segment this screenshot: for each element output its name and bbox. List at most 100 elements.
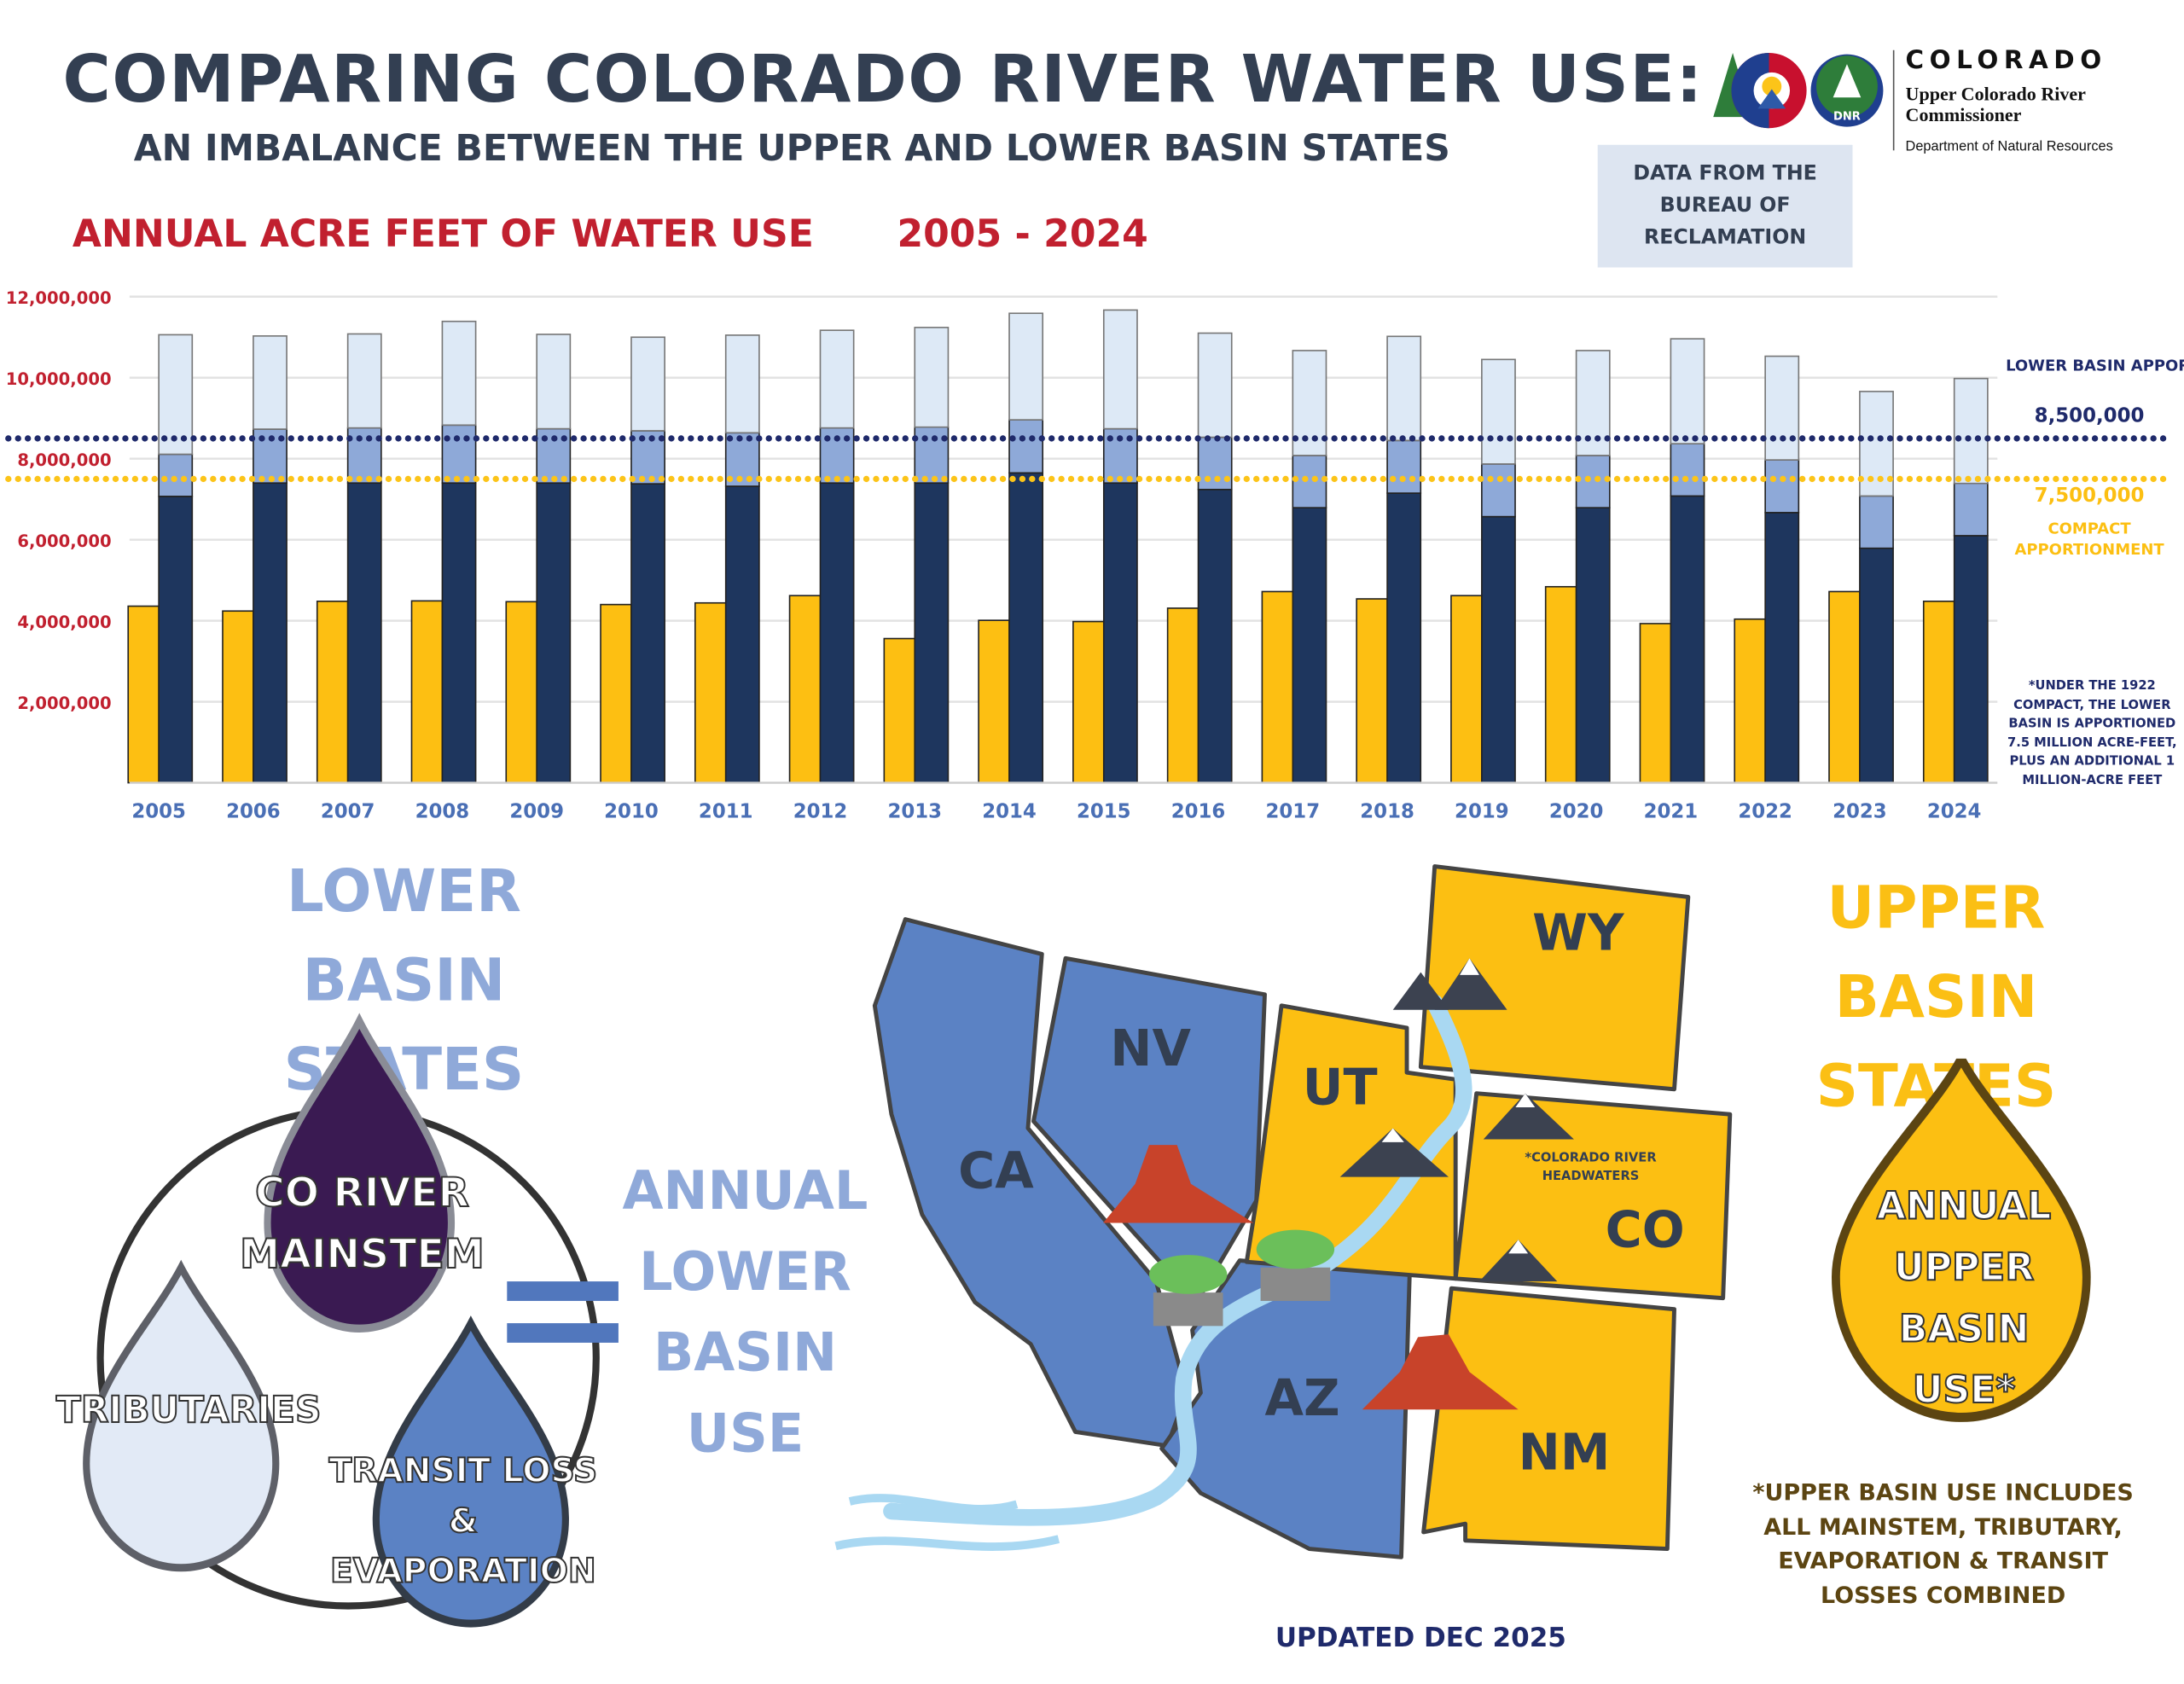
bar-lower-basin-segment (158, 334, 194, 456)
bar-upper-basin (1072, 620, 1105, 784)
bar-lower-basin-segment (1102, 309, 1138, 430)
bar-lower-basin-segment (1859, 391, 1894, 497)
aub-line-2: UPPER (1893, 1246, 2035, 1291)
y-tick-label: 4,000,000 (17, 613, 111, 632)
bar-lower-basin-segment (1008, 472, 1044, 784)
compact-footnote: *UNDER THE 1922 COMPACT, THE LOWER BASIN… (2007, 679, 2177, 788)
y-tick-label: 8,000,000 (17, 450, 111, 470)
dnr-badge: DNR (1833, 110, 1861, 123)
x-tick-label: 2021 (1644, 800, 1699, 822)
bar-lower-basin-segment (724, 334, 760, 434)
mainstem-label: CO RIVER MAINSTEM (223, 1162, 502, 1285)
x-tick-label: 2017 (1266, 800, 1321, 822)
x-tick-label: 2012 (793, 800, 848, 822)
x-tick-label: 2014 (982, 800, 1037, 822)
equals-sign-icon (507, 1281, 619, 1343)
state-ut (1244, 1003, 1458, 1281)
state-label-nm: NM (1519, 1422, 1611, 1481)
river-delta-waves (834, 1494, 1060, 1551)
bar-lower-basin-segment (441, 482, 477, 784)
bar-lower-basin-segment (630, 336, 665, 432)
bar-lower-basin-segment (1481, 358, 1516, 465)
red-rock-butte-icon (1103, 1145, 1519, 1410)
state-label-co: CO (1606, 1199, 1685, 1258)
page-subtitle: AN IMBALANCE BETWEEN THE UPPER AND LOWER… (133, 128, 1450, 171)
transit-drop-icon (372, 1315, 569, 1628)
upper-basin-heading: UPPER BASIN STATES (1706, 863, 2166, 1130)
bar-upper-basin (1450, 595, 1483, 784)
bar-lower-basin-segment (1953, 377, 1989, 485)
dam-icon (1148, 1229, 1335, 1327)
alu-line-4: USE (686, 1402, 804, 1464)
bar-lower-basin-segment (536, 334, 572, 430)
upper-heading-line-1: UPPER (1827, 873, 2046, 942)
compact-apportionment-value: 7,500,000 (2034, 485, 2145, 508)
x-tick-label: 2009 (509, 800, 564, 822)
bar-lower-basin-segment (1386, 492, 1422, 784)
x-tick-label: 2024 (1927, 800, 1982, 822)
tributaries-label: TRIBUTARIES (55, 1389, 322, 1432)
mainstem-label-1: CO RIVER (254, 1168, 470, 1217)
bar-lower-basin-segment (1764, 459, 1800, 514)
bar-lower-basin-segment (1859, 547, 1894, 784)
headwaters-note-2: HEADWATERS (1542, 1169, 1640, 1183)
aub-line-4: USE* (1912, 1368, 2017, 1414)
bar-lower-basin-segment (158, 496, 194, 784)
state-nm (1421, 1286, 1676, 1552)
bar-lower-basin-segment (1481, 463, 1516, 518)
bar-lower-basin-segment (819, 482, 855, 784)
state-label-ut: UT (1303, 1058, 1378, 1117)
colorado-state-logo-icon (1713, 53, 1807, 129)
bar-lower-basin-segment (253, 335, 288, 430)
compact-apportionment-label: COMPACT APPORTIONMENT (2014, 519, 2164, 559)
state-label-nv: NV (1110, 1019, 1191, 1077)
x-tick-label: 2006 (226, 800, 281, 822)
bar-lower-basin-segment (1670, 443, 1705, 497)
bar-upper-basin (1734, 618, 1766, 784)
transit-label-3: EVAPORATION (329, 1551, 597, 1592)
upper-drop-icon (1832, 1058, 2091, 1422)
upper-basin-note: *UPPER BASIN USE INCLUDES ALL MAINSTEM, … (1752, 1478, 2134, 1608)
bar-lower-basin-segment (536, 482, 572, 784)
transit-label: TRANSIT LOSS & EVAPORATION (313, 1446, 613, 1596)
bar-upper-basin (1922, 601, 1955, 784)
updated-date: UPDATED DEC 2025 (1275, 1623, 1566, 1654)
bar-lower-basin-segment (1386, 335, 1422, 442)
transit-label-1: TRANSIT LOSS (328, 1450, 598, 1491)
data-source-box: DATA FROM THE BUREAU OF RECLAMATION (1597, 144, 1853, 268)
y-tick-label: 12,000,000 (6, 288, 112, 308)
data-source-text: DATA FROM THE BUREAU OF RECLAMATION (1633, 162, 1817, 249)
alu-line-3: BASIN (653, 1321, 837, 1384)
bar-lower-basin-segment (1008, 419, 1044, 474)
lower-apportionment-value: 8,500,000 (2034, 405, 2145, 428)
logo-dept: Department of Natural Resources (1905, 139, 2113, 155)
water-use-bar-chart: 2,000,000 4,000,000 6,000,000 8,000,000 10,0… (5, 288, 2171, 822)
bar-upper-basin (222, 610, 254, 784)
x-tick-label: 2011 (699, 800, 753, 822)
x-tick-label: 2015 (1077, 800, 1131, 822)
bar-lower-basin-segment (1575, 455, 1611, 508)
bar-lower-basin-segment (819, 329, 855, 429)
bar-upper-basin (1356, 598, 1388, 784)
bar-lower-basin-segment (914, 327, 950, 428)
alu-line-2: LOWER (639, 1240, 851, 1303)
bar-lower-basin-segment (346, 333, 382, 429)
page-title: COMPARING COLORADO RIVER WATER USE: (62, 41, 1704, 119)
bar-lower-basin-segment (346, 427, 382, 485)
bar-lower-basin-segment (914, 482, 950, 784)
bar-lower-basin-segment (253, 482, 288, 784)
aub-line-1: ANNUAL (1876, 1184, 2053, 1229)
logo-divider (1892, 49, 1895, 151)
logo-org: Upper Colorado River Commissioner (1905, 83, 2086, 125)
x-tick-label: 2020 (1549, 800, 1604, 822)
upper-heading-line-2: BASIN STATES (1815, 962, 2057, 1120)
lower-heading-line-1: LOWER (287, 857, 521, 926)
annual-upper-basin-use: ANNUAL UPPER BASIN USE* (1825, 1177, 2104, 1422)
bar-lower-basin-segment (1764, 512, 1800, 784)
logos: DNR (1713, 53, 1884, 129)
bar-upper-basin (505, 601, 538, 784)
aub-line-3: BASIN (1898, 1307, 2030, 1352)
chart-title: ANNUAL ACRE FEET OF WATER USE (72, 212, 814, 257)
x-tick-label: 2005 (131, 800, 186, 822)
